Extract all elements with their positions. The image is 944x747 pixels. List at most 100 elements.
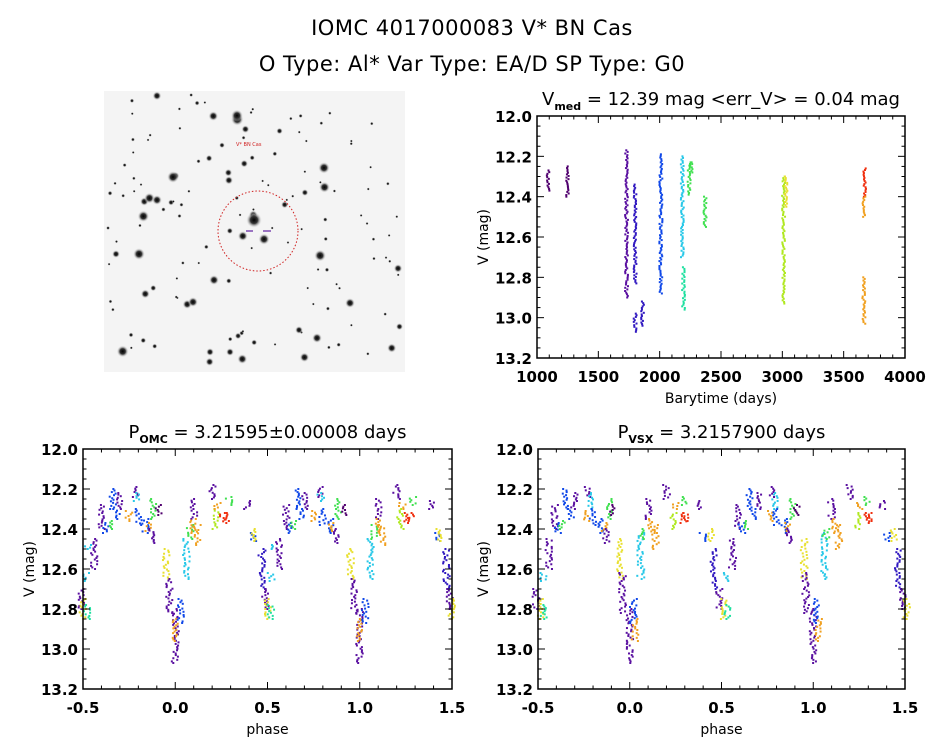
data-point xyxy=(586,494,589,497)
data-point xyxy=(547,566,550,569)
data-point xyxy=(370,530,373,533)
data-point xyxy=(711,528,714,530)
data-point xyxy=(631,635,634,638)
data-point xyxy=(343,504,346,506)
data-point xyxy=(864,187,867,190)
data-point xyxy=(861,295,864,298)
data-point xyxy=(832,499,835,502)
data-point xyxy=(213,509,216,512)
data-point xyxy=(722,616,725,619)
data-point xyxy=(681,236,684,239)
data-point xyxy=(862,298,865,301)
data-point xyxy=(634,225,637,228)
data-point xyxy=(407,522,410,524)
data-point xyxy=(867,513,870,516)
data-point xyxy=(862,314,865,317)
data-point xyxy=(626,188,629,191)
data-point xyxy=(321,492,324,495)
data-point xyxy=(838,536,841,539)
data-point xyxy=(784,194,787,197)
data-point xyxy=(837,535,840,538)
data-point xyxy=(183,570,186,572)
data-point xyxy=(820,618,823,620)
data-point xyxy=(785,191,788,194)
data-point xyxy=(672,506,675,509)
y-tick-label: 13.0 xyxy=(496,641,533,659)
data-point xyxy=(602,537,605,540)
data-point xyxy=(442,560,445,563)
data-point xyxy=(311,510,314,512)
data-point xyxy=(900,588,903,590)
data-point xyxy=(378,519,381,522)
data-point xyxy=(831,519,834,522)
data-point xyxy=(659,289,662,292)
data-point xyxy=(127,515,130,517)
data-point xyxy=(651,544,654,547)
data-point xyxy=(794,509,797,511)
data-point xyxy=(849,491,852,494)
chart-title: POMC = 3.21595±0.00008 days xyxy=(129,422,407,446)
data-point xyxy=(573,503,576,506)
data-point xyxy=(800,576,803,579)
data-point xyxy=(635,615,638,618)
data-point xyxy=(660,245,663,248)
data-point xyxy=(781,294,784,297)
data-point xyxy=(858,515,861,518)
data-point xyxy=(212,514,215,517)
data-point xyxy=(623,586,626,589)
data-point xyxy=(626,199,629,202)
data-point xyxy=(171,636,174,639)
data-point xyxy=(680,212,683,215)
data-point xyxy=(261,583,264,586)
data-point xyxy=(587,504,590,507)
data-point xyxy=(563,501,566,504)
data-point xyxy=(382,539,385,541)
data-point xyxy=(356,660,359,663)
data-point xyxy=(255,540,258,542)
data-point xyxy=(626,249,629,252)
data-point xyxy=(550,547,553,550)
data-point xyxy=(167,579,170,582)
data-point xyxy=(82,601,85,604)
data-point xyxy=(754,518,757,520)
data-point xyxy=(605,526,608,529)
data-point xyxy=(137,512,140,515)
data-point xyxy=(703,200,706,203)
data-point xyxy=(675,508,678,510)
data-point xyxy=(681,155,684,158)
data-point xyxy=(264,588,267,590)
data-point xyxy=(727,580,730,582)
data-point xyxy=(908,606,911,609)
data-points xyxy=(531,484,911,664)
data-point xyxy=(813,635,816,637)
data-point xyxy=(784,180,787,183)
data-point xyxy=(175,633,178,636)
data-point xyxy=(149,526,152,529)
data-point xyxy=(533,591,536,594)
data-point xyxy=(818,635,821,638)
data-point xyxy=(712,557,715,560)
data-point xyxy=(724,601,727,604)
data-point xyxy=(128,518,131,521)
data-point xyxy=(607,534,610,537)
data-point xyxy=(448,601,451,604)
data-point xyxy=(281,568,284,570)
data-point xyxy=(329,519,332,522)
data-point xyxy=(751,497,754,500)
data-point xyxy=(634,217,637,220)
data-point xyxy=(304,506,307,509)
data-point xyxy=(297,488,300,490)
star xyxy=(151,343,158,349)
x-tick-label: 1.0 xyxy=(800,699,827,717)
data-point xyxy=(287,532,290,534)
data-point xyxy=(334,537,337,540)
data-point xyxy=(606,506,609,509)
data-point xyxy=(660,213,663,216)
data-point xyxy=(712,573,715,576)
data-point xyxy=(619,546,622,548)
data-point xyxy=(659,156,662,159)
data-point xyxy=(635,193,638,196)
data-point xyxy=(350,599,353,602)
data-point xyxy=(347,573,350,576)
